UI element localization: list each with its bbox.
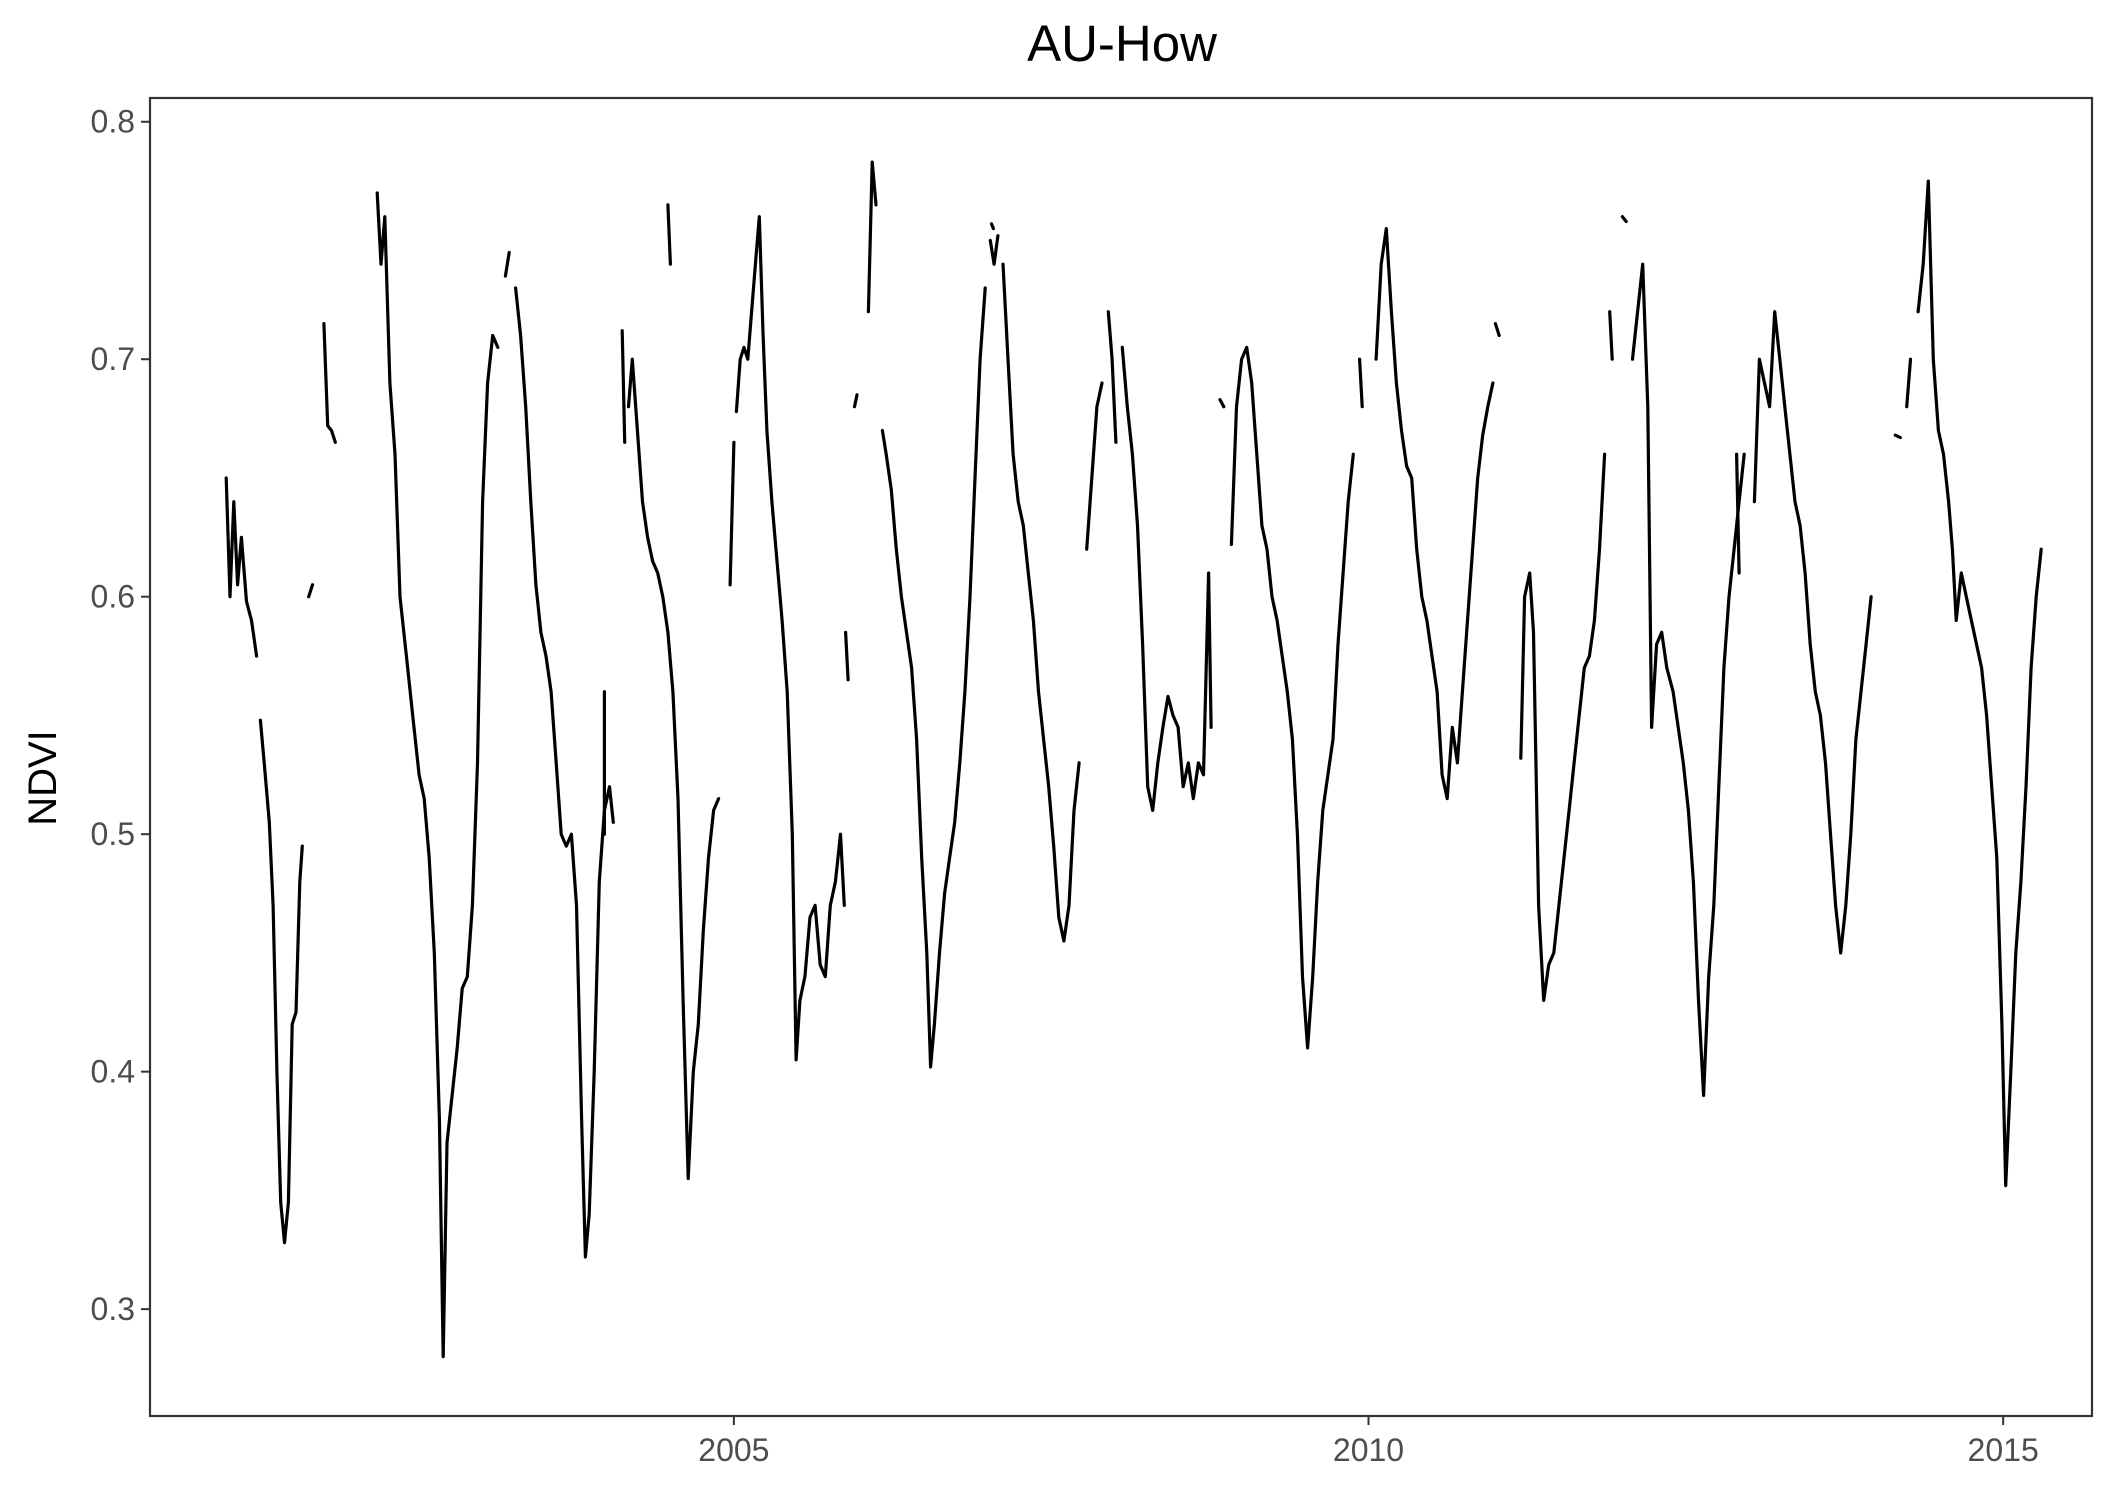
ndvi-line-segment: [866, 160, 878, 314]
ndvi-line-segment: [1893, 433, 1902, 440]
ndvi-line-segment: [1120, 345, 1213, 812]
y-axis: 0.3 0.4 0.5 0.6 0.7 0.8: [91, 104, 150, 1327]
ndvi-line-segment: [307, 583, 315, 599]
x-axis: 2005 2010 2015: [698, 1416, 2039, 1468]
ndvi-line-segment: [1374, 227, 1495, 801]
ndvi-line-segment: [1916, 179, 2043, 1188]
ndvi-line-segment: [666, 203, 672, 266]
ndvi-line-segment: [1905, 357, 1913, 409]
plot-panel-border: [148, 96, 2094, 1418]
ndvi-line-segment: [1735, 452, 1741, 575]
plot-area: [224, 160, 2043, 1359]
ndvi-line-segment: [988, 234, 1000, 266]
ndvi-line-segment: [503, 250, 511, 278]
ndvi-line-segment: [852, 393, 859, 409]
ndvi-line-segment: [1229, 345, 1355, 1050]
y-tick-label: 0.5: [91, 816, 135, 852]
ndvi-line-segment: [1608, 310, 1614, 361]
ndvi-line-segment: [1358, 357, 1364, 409]
ndvi-line-segment: [258, 718, 304, 1245]
ndvi-line-segment: [1752, 310, 1873, 955]
ndvi-line-segment: [1493, 322, 1501, 338]
y-tick-label: 0.4: [91, 1054, 135, 1090]
x-tick-label: 2010: [1333, 1432, 1404, 1468]
ndvi-line-segment: [322, 322, 337, 444]
ndvi-line-segment: [734, 215, 846, 1062]
ndvi-line-segment: [1630, 262, 1746, 1097]
ndvi-line-segment: [1085, 381, 1104, 551]
ndvi-line-segment: [1519, 452, 1607, 1002]
ndvi-line-segment: [620, 329, 627, 444]
ndvi-line-segment: [1620, 215, 1628, 224]
ndvi-line-segment: [728, 440, 736, 587]
ndvi-line-segment: [375, 191, 500, 1359]
ndvi-line-segment: [224, 476, 259, 658]
chart-title: AU-How: [1027, 15, 1217, 72]
ndvi-line-segment: [514, 286, 615, 1259]
ndvi-line-segment: [1001, 262, 1081, 943]
ndvi-line-segment: [880, 286, 987, 1069]
ndvi-line-segment: [989, 222, 995, 231]
ndvi-line-segment: [844, 630, 850, 682]
x-tick-label: 2015: [1968, 1432, 2039, 1468]
y-tick-label: 0.8: [91, 104, 135, 140]
x-tick-label: 2005: [698, 1432, 769, 1468]
y-tick-label: 0.3: [91, 1291, 135, 1327]
y-tick-label: 0.7: [91, 341, 135, 377]
y-tick-label: 0.6: [91, 579, 135, 615]
ndvi-line-segment: [626, 357, 721, 1181]
y-axis-title: NDVI: [21, 730, 65, 826]
ndvi-line-segment: [1106, 310, 1118, 444]
ndvi-line-segment: [1218, 398, 1226, 409]
